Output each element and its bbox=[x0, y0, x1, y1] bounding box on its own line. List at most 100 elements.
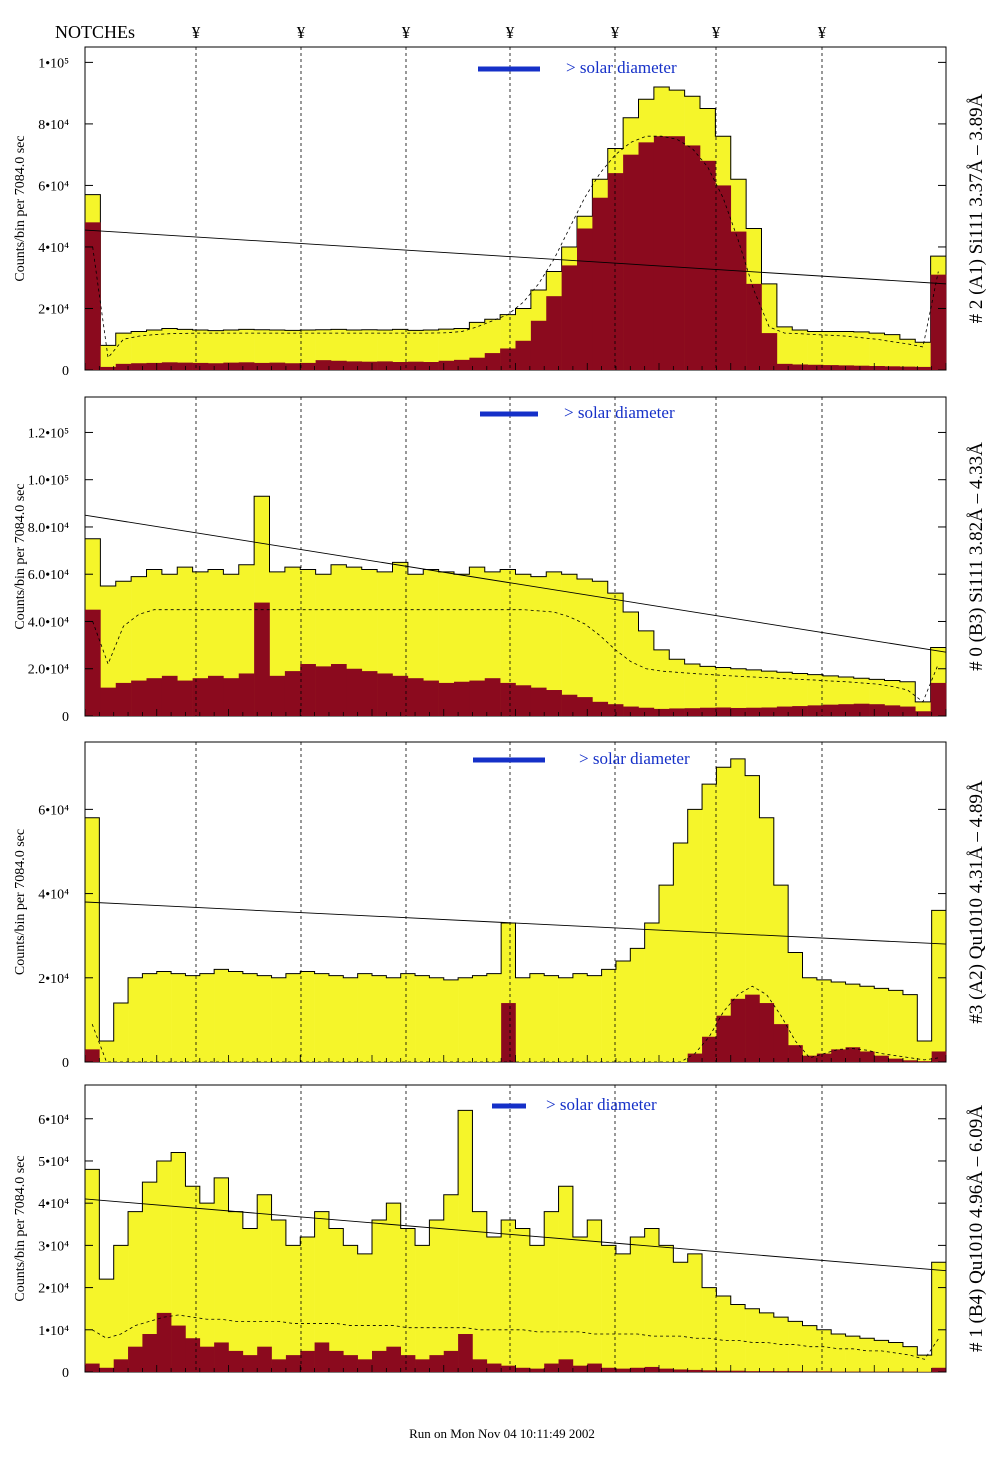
total-bar bbox=[128, 1211, 143, 1372]
subset-bar bbox=[715, 707, 732, 716]
total-bar bbox=[142, 1182, 158, 1372]
total-bar bbox=[346, 330, 363, 370]
y-tick-label: 2•10⁴ bbox=[38, 972, 69, 987]
subset-bar bbox=[823, 704, 839, 716]
total-bar bbox=[315, 329, 332, 370]
total-bar bbox=[816, 979, 832, 1062]
subset-bar bbox=[100, 687, 117, 716]
y-tick-label: 4•10⁴ bbox=[38, 241, 69, 256]
subset-bar bbox=[773, 1024, 789, 1062]
subset-bar bbox=[792, 706, 808, 716]
subset-bar bbox=[271, 1359, 287, 1372]
total-bar bbox=[238, 329, 255, 370]
subset-bar bbox=[931, 1051, 947, 1062]
notch-marker-7: ¥ bbox=[818, 23, 827, 42]
total-bar bbox=[730, 668, 747, 716]
subset-bar bbox=[469, 680, 486, 716]
total-bar bbox=[214, 969, 229, 1062]
total-bar bbox=[601, 969, 617, 1062]
total-bar bbox=[884, 334, 901, 370]
subset-bar bbox=[331, 664, 347, 716]
subset-bar bbox=[156, 1312, 172, 1372]
total-bar bbox=[859, 986, 875, 1062]
total-bar bbox=[888, 1342, 904, 1372]
legend-label: > solar diameter bbox=[564, 403, 675, 422]
subset-bar bbox=[315, 666, 332, 716]
total-bar bbox=[185, 1186, 201, 1372]
total-bar bbox=[223, 330, 240, 370]
total-bar bbox=[715, 667, 732, 716]
subset-bar bbox=[917, 1061, 932, 1062]
total-bar bbox=[899, 339, 916, 370]
total-bar bbox=[438, 571, 455, 716]
subset-bar bbox=[838, 365, 855, 370]
total-bar bbox=[644, 923, 660, 1062]
total-bar bbox=[161, 328, 178, 370]
subset-bar bbox=[500, 348, 516, 370]
total-bar bbox=[915, 342, 931, 370]
total-bar bbox=[386, 977, 401, 1062]
panel-title: # 0 (B3) Si111 3.82Å – 4.33Å bbox=[966, 442, 987, 671]
total-bar bbox=[142, 973, 158, 1062]
total-bar bbox=[423, 569, 439, 716]
panel-title: #3 (A2) Qu1010 4.31Å – 4.89Å bbox=[966, 780, 987, 1024]
subset-bar bbox=[884, 366, 901, 370]
subset-bar bbox=[745, 1371, 760, 1372]
subset-bar bbox=[546, 296, 562, 370]
total-bar bbox=[515, 1228, 531, 1372]
total-bar bbox=[177, 567, 193, 716]
subset-bar bbox=[486, 1363, 502, 1372]
subset-bar bbox=[228, 1350, 244, 1372]
total-bar bbox=[792, 673, 808, 716]
panels: 0 2•10⁴ 4•10⁴ 6•10⁴ 8•10⁴ 1•10⁵ Counts/bin per… bbox=[13, 46, 987, 1381]
total-bar bbox=[443, 1194, 459, 1372]
total-bar bbox=[788, 1321, 803, 1372]
subset-bar bbox=[131, 680, 147, 716]
total-bar bbox=[472, 1211, 488, 1372]
subset-bar bbox=[684, 708, 701, 716]
subset-bar bbox=[423, 362, 439, 370]
panel-2: 0 2.0•10⁴ 4.0•10⁴ 6.0•10⁴ 8.0•10⁴ 1.0•10⁵ 1.2•… bbox=[13, 396, 987, 725]
subset-bar bbox=[607, 173, 624, 370]
total-bar bbox=[199, 1203, 215, 1372]
subset-bar bbox=[472, 1359, 488, 1372]
subset-bar bbox=[915, 711, 931, 716]
subset-bar bbox=[673, 1369, 688, 1372]
subset-bar bbox=[623, 706, 639, 716]
y-tick-label: 4•10⁴ bbox=[38, 1197, 69, 1212]
subset-bar bbox=[773, 1371, 789, 1372]
y-tick-label: 3•10⁴ bbox=[38, 1239, 69, 1254]
subset-bar bbox=[730, 1370, 746, 1372]
model-line bbox=[92, 135, 939, 359]
subset-bar bbox=[515, 340, 532, 370]
total-bar bbox=[515, 977, 531, 1062]
subset-bar bbox=[759, 1003, 775, 1062]
total-bar bbox=[361, 329, 378, 370]
total-bar bbox=[544, 1211, 559, 1372]
model-line bbox=[92, 609, 939, 703]
total-bar bbox=[458, 977, 473, 1062]
y-axis-title: Counts/bin per 7084.0 sec bbox=[13, 829, 28, 975]
total-bar bbox=[128, 977, 143, 1062]
subset-bar bbox=[529, 1368, 545, 1372]
subset-bar bbox=[546, 690, 562, 716]
total-bar bbox=[271, 977, 287, 1062]
total-bar bbox=[486, 1236, 502, 1372]
total-bar bbox=[115, 333, 132, 370]
total-bar bbox=[469, 567, 486, 716]
total-bar bbox=[745, 1308, 760, 1372]
notch-marker-2: ¥ bbox=[297, 23, 306, 42]
total-bar bbox=[673, 1262, 688, 1372]
total-bar bbox=[257, 1194, 272, 1372]
trend-line bbox=[84, 514, 947, 653]
total-bar bbox=[185, 975, 201, 1062]
subset-bar bbox=[177, 680, 193, 716]
subset-bar bbox=[788, 1045, 803, 1062]
total-bar bbox=[429, 977, 445, 1062]
y-tick-label: 2.0•10⁴ bbox=[28, 663, 69, 678]
total-bar bbox=[131, 331, 147, 370]
total-bar bbox=[228, 971, 244, 1062]
subset-bar bbox=[592, 197, 609, 370]
total-outline bbox=[84, 758, 947, 1062]
subset-bar bbox=[257, 1346, 272, 1372]
